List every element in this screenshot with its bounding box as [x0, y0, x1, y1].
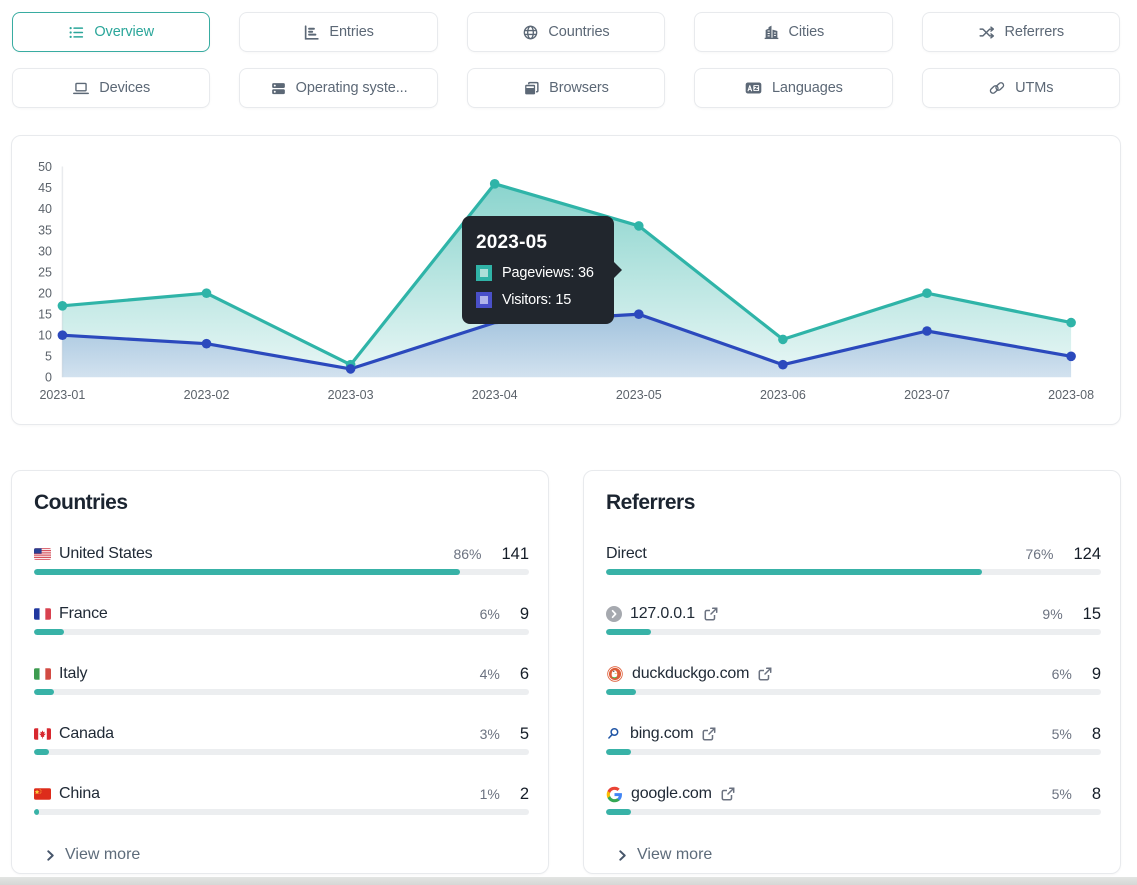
svg-text:40: 40 — [38, 202, 52, 216]
svg-text:2023-08: 2023-08 — [1048, 388, 1094, 402]
svg-text:20: 20 — [38, 286, 52, 300]
svg-text:2023-03: 2023-03 — [328, 388, 374, 402]
svg-text:50: 50 — [38, 160, 52, 174]
svg-text:2023-05: 2023-05 — [616, 388, 662, 402]
svg-text:0: 0 — [45, 371, 52, 385]
svg-text:2023-04: 2023-04 — [472, 388, 518, 402]
svg-text:2023-01: 2023-01 — [39, 388, 85, 402]
svg-text:5: 5 — [45, 349, 52, 363]
svg-text:30: 30 — [38, 244, 52, 258]
svg-text:2023-02: 2023-02 — [184, 388, 230, 402]
svg-text:10: 10 — [38, 328, 52, 342]
svg-text:45: 45 — [38, 181, 52, 195]
svg-text:2023-06: 2023-06 — [760, 388, 806, 402]
svg-text:35: 35 — [38, 223, 52, 237]
svg-text:2023-07: 2023-07 — [904, 388, 950, 402]
svg-text:15: 15 — [38, 307, 52, 321]
svg-text:25: 25 — [38, 265, 52, 279]
